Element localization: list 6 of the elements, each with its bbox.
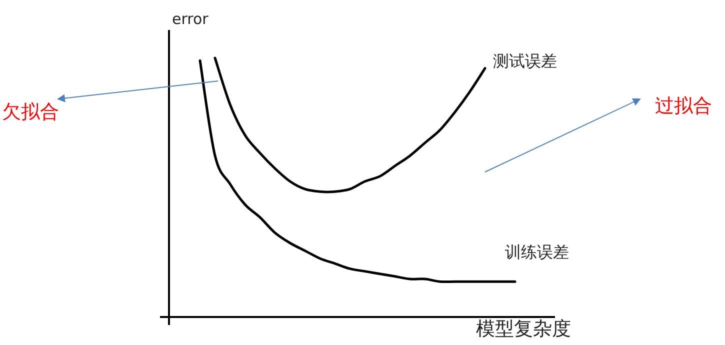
x-axis-title: 模型复杂度 — [476, 318, 571, 340]
series-label: 测试误差 — [493, 51, 557, 70]
series-label: 训练误差 — [505, 242, 569, 262]
y-axis-title: error — [172, 10, 210, 28]
text: 过拟合 — [655, 95, 712, 117]
text: 欠拟合 — [2, 101, 59, 123]
